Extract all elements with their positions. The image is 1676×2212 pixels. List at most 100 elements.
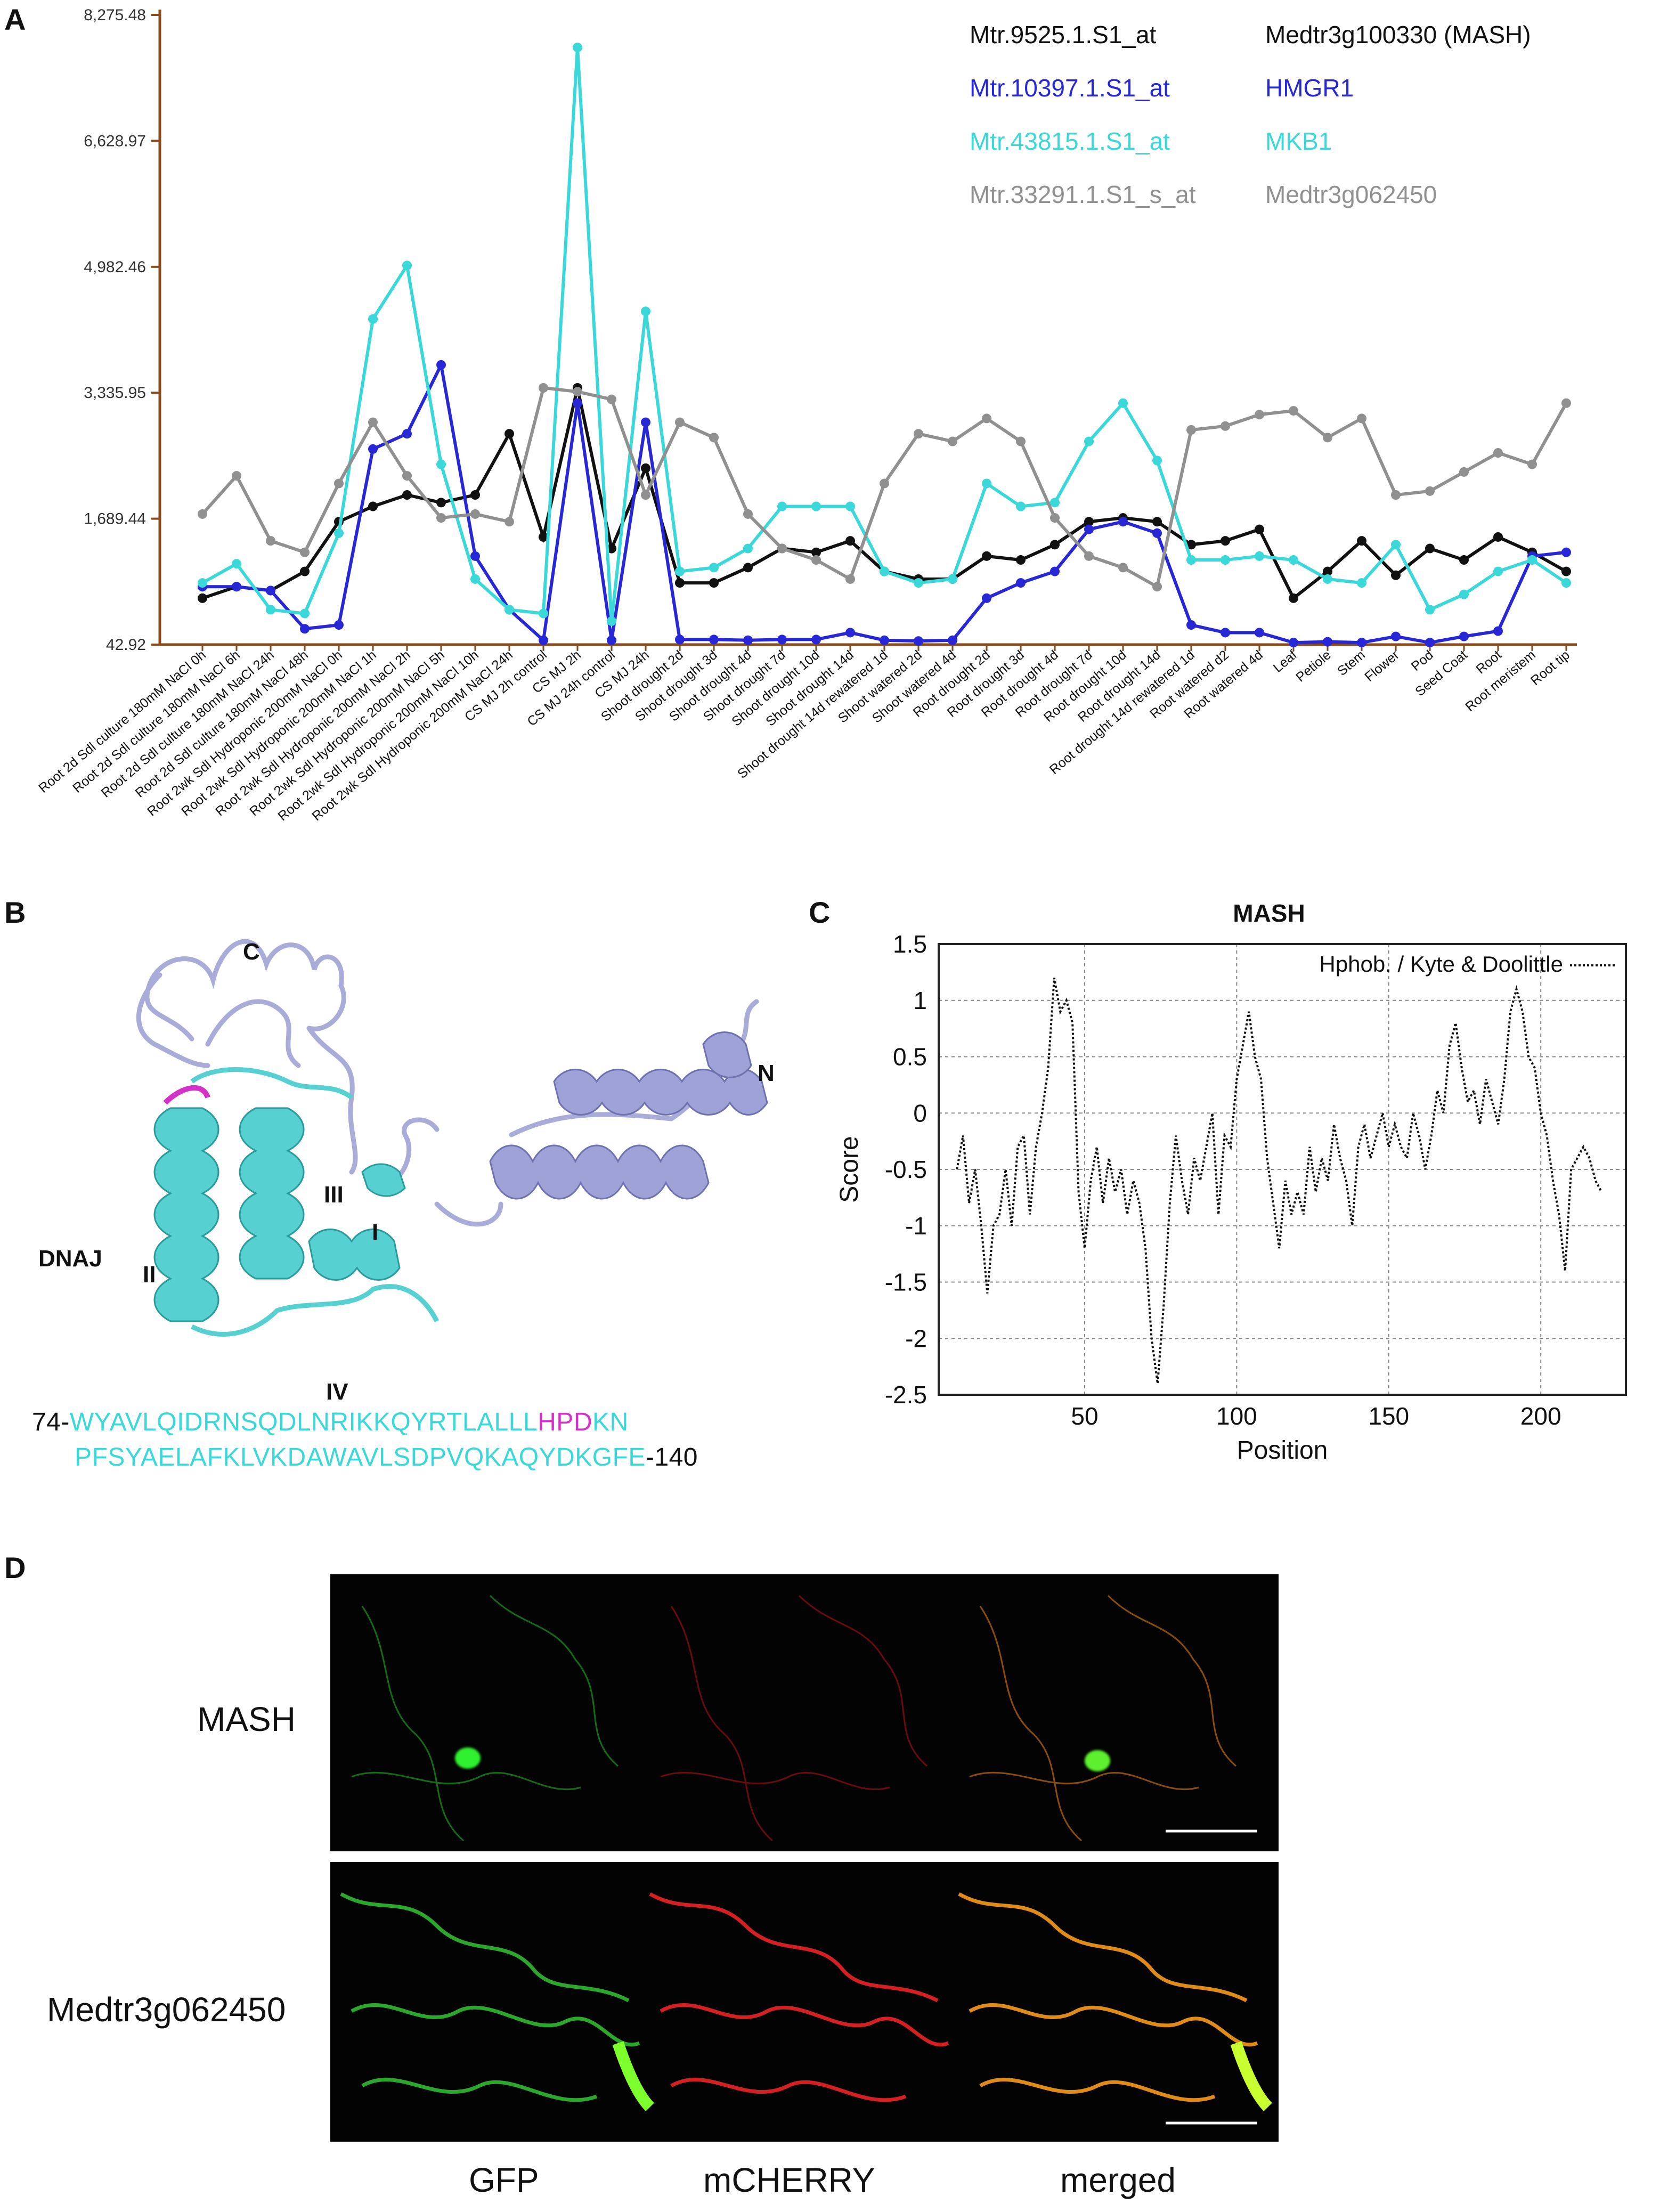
series-0-point: [1459, 555, 1469, 565]
sequence-line-2: PFSYAELAFKLVKDAWAVLSDPVQKAQYDKGFE-140: [75, 1443, 698, 1472]
series-3-point: [1084, 551, 1094, 561]
x-tick-label: Petiole: [1293, 647, 1334, 685]
series-1-point: [811, 635, 821, 645]
series-3-point: [232, 471, 241, 481]
series-0-point: [198, 593, 207, 603]
series-0-point: [1221, 536, 1230, 546]
series-0-point: [1357, 536, 1366, 546]
n-terminus-label: N: [758, 1060, 775, 1086]
series-2-point: [198, 578, 207, 588]
c-terminus-label: C: [243, 939, 260, 965]
series-0-point: [1391, 570, 1401, 580]
series-3-point: [505, 517, 514, 527]
series-3-point: [982, 413, 991, 424]
x-tick-label: 150: [1368, 1402, 1409, 1430]
y-tick-label: 1: [913, 987, 927, 1014]
panel-d-letter: D: [4, 1551, 26, 1584]
column-label-gfp: GFP: [469, 2161, 539, 2199]
series-3-point: [1186, 425, 1196, 435]
series-3-point: [1152, 582, 1162, 592]
series-3-point: [777, 543, 787, 554]
series-2-point: [811, 501, 821, 511]
series-3-point: [198, 509, 207, 519]
series-3-point: [539, 383, 548, 393]
series-line-1: [202, 360, 1567, 645]
series-2-point: [1118, 398, 1128, 408]
series-1-point: [1186, 620, 1196, 630]
series-2-point: [1527, 555, 1537, 565]
series-3-point: [1118, 563, 1128, 573]
series-0-point: [982, 551, 991, 561]
y-tick-label: -1.5: [885, 1268, 927, 1296]
legend-probe-mkb1: Mtr.43815.1.S1_at: [970, 127, 1170, 155]
series-2-point: [845, 501, 855, 511]
series-2-point: [1493, 566, 1503, 576]
series-1-point: [1561, 547, 1571, 557]
column-label-mcherry: mCHERRY: [703, 2161, 875, 2199]
series-1-point: [470, 551, 480, 561]
panel-b-letter: B: [4, 896, 26, 929]
series-2-point: [914, 578, 923, 588]
series-1-point: [300, 624, 310, 634]
x-axis-label: Position: [1237, 1436, 1328, 1465]
series-0-point: [1186, 540, 1196, 550]
y-tick-label: 0.5: [893, 1043, 927, 1071]
series-1-point: [1289, 638, 1298, 648]
series-1-point: [1459, 631, 1469, 641]
series-1-point: [1357, 638, 1366, 648]
series-line-2: [201, 47, 1567, 622]
series-0-point: [743, 563, 753, 573]
series-0-point: [811, 547, 821, 557]
series-3-point: [743, 509, 753, 519]
series-3-point: [1357, 413, 1366, 424]
helix-ii-label: II: [143, 1262, 156, 1288]
series-3-point: [641, 490, 650, 500]
series-2-point: [573, 43, 582, 53]
series-2-point: [1323, 574, 1332, 584]
series-3-point: [709, 433, 719, 443]
x-tick-label: Flower: [1362, 647, 1402, 685]
series-3-point: [266, 536, 275, 546]
series-2-point: [1425, 605, 1435, 615]
legend-gene-mash: Medtr3g100330 (MASH): [1265, 21, 1531, 48]
series-1-point: [539, 635, 548, 645]
helix-iv-label: IV: [326, 1379, 348, 1405]
series-3-point: [334, 478, 344, 489]
series-1-point: [948, 635, 957, 645]
series-2-point: [1186, 555, 1196, 565]
legend-gene-mkb1: MKB1: [1265, 127, 1332, 155]
series-0-point: [1561, 566, 1571, 576]
y-tick-label: -0.5: [885, 1156, 927, 1183]
series-3-point: [1289, 406, 1298, 416]
series-2-point: [675, 566, 685, 576]
series-0-point: [1050, 540, 1060, 550]
series-2-point: [1084, 436, 1094, 446]
chart-title: MASH: [1233, 900, 1305, 927]
microscopy-image-grid: [330, 1574, 1279, 2142]
y-tick-label: 1.5: [893, 930, 927, 958]
series-0-point: [1323, 566, 1332, 576]
series-3-point: [1323, 433, 1332, 443]
series-3-point: [1255, 410, 1264, 420]
series-0-point: [539, 532, 548, 542]
series-1-point: [709, 635, 719, 645]
legend-gene-hmgr1: HMGR1: [1265, 74, 1354, 102]
series-3-point: [470, 509, 480, 519]
series-3-point: [1050, 513, 1060, 523]
series-0-point: [1493, 532, 1503, 542]
helix-iii-label: III: [324, 1182, 344, 1208]
series-2-point: [334, 528, 344, 538]
series-2-point: [368, 314, 378, 324]
sequence-part-1: WYAVLQIDRNSQDLNRIKKQYRTLALLL: [69, 1408, 538, 1436]
series-1-point: [368, 444, 378, 454]
series-2-point: [266, 605, 275, 615]
series-1-point: [266, 585, 275, 596]
series-2-point: [1391, 540, 1401, 550]
series-1-point: [982, 593, 991, 603]
series-2-point: [880, 566, 889, 576]
series-3-point: [436, 513, 446, 523]
series-1-point: [1493, 626, 1503, 636]
series-2-point: [505, 605, 514, 615]
y-tick-label: 0: [913, 1099, 927, 1127]
series-3-point: [1425, 486, 1435, 496]
